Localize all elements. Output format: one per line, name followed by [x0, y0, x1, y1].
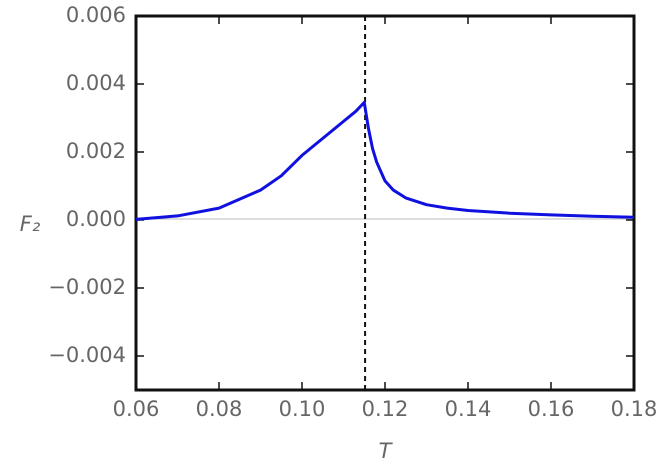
x-tick-label: 0.10 — [279, 397, 326, 421]
frame — [134, 14, 636, 392]
y-tick-label: 0.000 — [66, 207, 126, 231]
y-axis-label: F₂ — [20, 212, 41, 236]
x-tick-label: 0.06 — [113, 397, 160, 421]
x-tick-label: 0.18 — [611, 397, 658, 421]
data-line — [135, 100, 635, 221]
y-tick-label: −0.002 — [48, 275, 126, 299]
y-tick-label: −0.004 — [48, 343, 126, 367]
x-tick-label: 0.16 — [528, 397, 575, 421]
x-tick-label: 0.12 — [362, 397, 409, 421]
x-tick-label: 0.14 — [445, 397, 492, 421]
y-tick-label: 0.004 — [66, 71, 126, 95]
y-tick-label: 0.006 — [66, 3, 126, 27]
x-axis-label: T — [379, 439, 394, 463]
y-tick-label: 0.002 — [66, 139, 126, 163]
x-tick-label: 0.08 — [196, 397, 243, 421]
